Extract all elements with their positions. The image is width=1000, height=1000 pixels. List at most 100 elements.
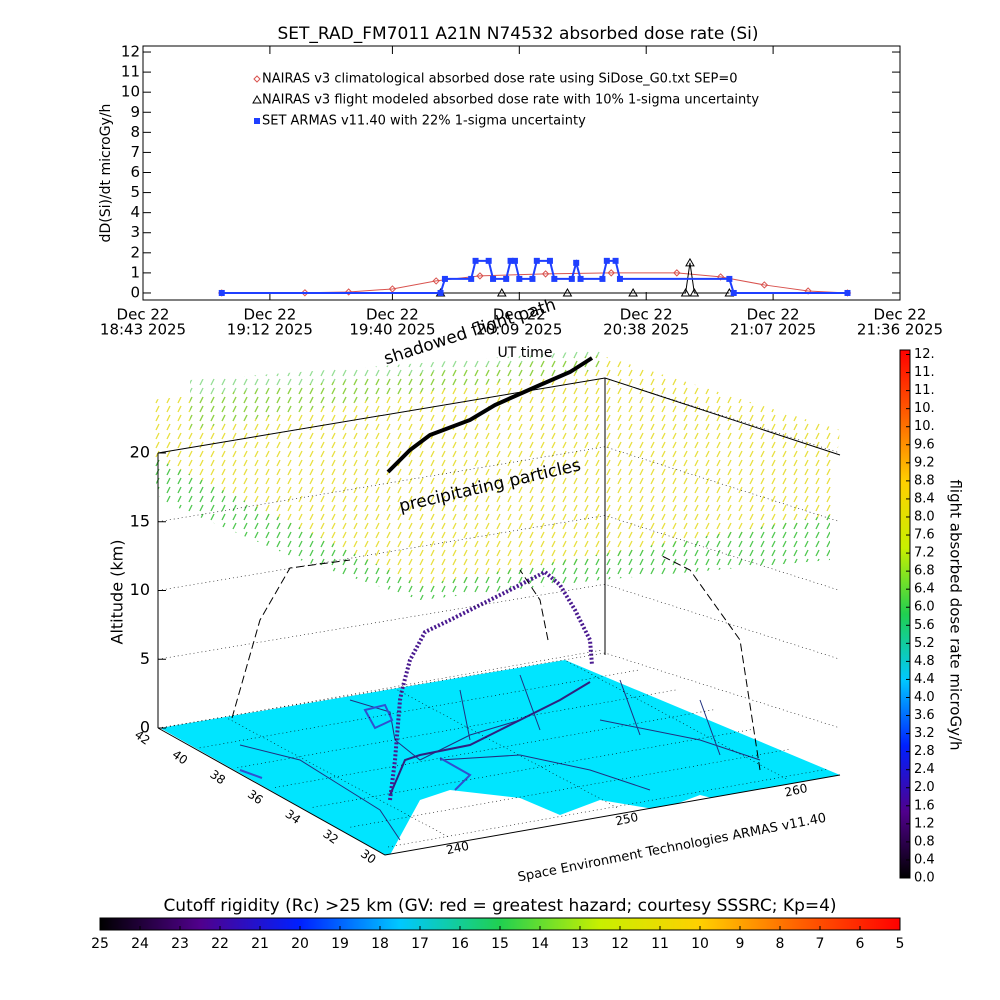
colorbar-tick-label: 0.8: [914, 834, 935, 849]
colorbar-tick-label: 8.8: [914, 473, 935, 488]
colorbar-title: flight absorbed dose rate microGy/h: [947, 479, 965, 750]
x-tick-label: 20:09 2025: [476, 321, 562, 339]
colorbar-tick-label: 9.6: [914, 437, 935, 452]
colorbar-tick-label: 1.6: [914, 798, 935, 813]
colorbar-tick-label: 5: [896, 936, 905, 952]
grid-line: [566, 660, 787, 780]
legend-entry: SET ARMAS v11.40 with 22% 1-sigma uncert…: [254, 114, 586, 129]
y-tick-label: 0: [130, 283, 140, 301]
grid-line: [227, 718, 448, 837]
marker: [673, 269, 681, 277]
y-tick-label: 5: [130, 183, 140, 201]
legend-label: SET ARMAS v11.40 with 22% 1-sigma uncert…: [262, 114, 586, 129]
shadow-path: [386, 356, 594, 474]
x-tick-label: Dec 22: [493, 306, 546, 324]
colorbar-title: Cutoff rigidity (Rc) >25 km (GV: red = g…: [163, 896, 836, 916]
marker: [472, 257, 479, 264]
grid-line: [161, 649, 603, 729]
x-tick-label: 18:43 2025: [100, 321, 186, 339]
lon-tick-label: 240: [445, 839, 470, 857]
colorbar-tick-label: 2.0: [914, 780, 935, 795]
marker: [388, 285, 397, 293]
grid-line: [274, 709, 716, 788]
z-axis-label: Altitude (km): [108, 540, 127, 645]
colorbar-tick-label: 14: [531, 936, 549, 952]
colorbar-tick-label: 11.: [914, 365, 935, 380]
colorbar-tick-label: 6.0: [914, 600, 935, 615]
legend-label: NAIRAS v3 flight modeled absorbed dose r…: [262, 93, 759, 108]
colorbar-tick-label: 7.2: [914, 546, 935, 561]
plot-frame: [142, 45, 901, 301]
marker: [726, 275, 733, 282]
marker: [432, 277, 440, 285]
colorbar-tick-label: 23: [171, 936, 189, 952]
marker: [562, 287, 573, 297]
marker: [507, 257, 514, 264]
marker: [680, 287, 691, 297]
x-tick-label: Dec 22: [243, 306, 296, 324]
marker: [730, 289, 737, 296]
colorbar-tick-label: 7: [816, 936, 825, 952]
colorbar-tick-label: 11.: [914, 383, 935, 398]
marker: [689, 287, 700, 297]
chart-title: SET_RAD_FM7011 A21N N74532 absorbed dose…: [278, 24, 759, 44]
x-tick-label: Dec 22: [874, 306, 927, 324]
colorbar-tick-label: 19: [331, 936, 349, 952]
colorbar-tick-label: 2.4: [914, 762, 935, 777]
y-axis-label: dD(Si)/dt microGy/h: [98, 104, 114, 243]
marker: [533, 257, 540, 264]
x-tick-label: 21:36 2025: [857, 321, 943, 339]
colorbar-tick-label: 16: [451, 936, 469, 952]
colorbar-tick-label: 24: [131, 936, 149, 952]
marker: [441, 275, 448, 282]
y-tick-label: 11: [121, 63, 140, 81]
colorbar-tick-label: 13: [571, 936, 589, 952]
z-tick-label: 5: [140, 649, 150, 668]
legend-marker: [253, 75, 261, 83]
legend-entry: NAIRAS v3 climatological absorbed dose r…: [253, 72, 738, 87]
scene-3d: [150, 350, 841, 856]
z-tick-label: 10: [130, 580, 150, 599]
colorbar-tick-label: 5.2: [914, 636, 935, 651]
colorbar-tick-label: 0.4: [914, 852, 935, 867]
x-tick-label: Dec 22: [620, 306, 673, 324]
grid-line: [237, 689, 678, 768]
marker: [760, 281, 769, 289]
x-tick-label: Dec 22: [117, 306, 170, 324]
marker: [503, 275, 510, 282]
colorbar-tick-label: 9.2: [914, 455, 935, 470]
colorbar-tick-label: 15: [491, 936, 509, 952]
y-tick-label: 6: [130, 163, 140, 181]
marker: [546, 257, 553, 264]
marker: [344, 288, 353, 296]
colorbar-tick-label: 5.6: [914, 618, 935, 633]
colorbar-tick-label: 10.: [914, 419, 935, 434]
y-tick-label: 12: [121, 43, 140, 61]
marker: [529, 275, 536, 282]
colorbar-tick-label: 6.4: [914, 582, 935, 597]
marker: [496, 287, 507, 297]
colorbar-tick-label: 12.: [914, 347, 935, 362]
marker: [685, 257, 695, 267]
legend-marker: [254, 118, 260, 124]
y-tick-label: 4: [130, 203, 140, 221]
dose-field-top: [190, 350, 600, 430]
ground-track: [389, 681, 591, 796]
grid-line: [312, 729, 753, 808]
colorbar-tick-label: 10.: [914, 401, 935, 416]
colorbar-tick-label: 3.6: [914, 708, 935, 723]
y-tick-label: 1: [130, 263, 140, 281]
marker: [218, 289, 225, 296]
grid-line: [396, 689, 618, 808]
legend-label: NAIRAS v3 climatological absorbed dose r…: [262, 72, 738, 87]
z-tick-label: 15: [130, 511, 150, 530]
lon-tick-label: 250: [614, 810, 639, 828]
marker: [516, 275, 523, 282]
marker: [628, 287, 638, 297]
legend-marker: [252, 94, 262, 104]
map-floor: [160, 660, 840, 855]
x-tick-label: 19:12 2025: [227, 321, 313, 339]
marker: [476, 272, 484, 280]
colorbar-tick-label: 20: [291, 936, 309, 952]
